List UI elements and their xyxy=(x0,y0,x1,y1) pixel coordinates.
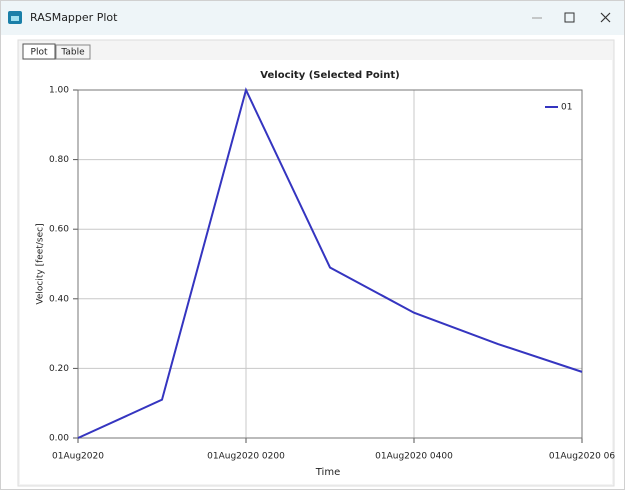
chart-title: Velocity (Selected Point) xyxy=(260,70,399,81)
window-title: RASMapper Plot xyxy=(30,11,118,24)
x-tick-label: 01Aug2020 06 xyxy=(549,452,616,462)
tab-label[interactable]: Plot xyxy=(31,48,48,58)
y-axis-label: Velocity [feet/sec] xyxy=(36,223,46,304)
y-tick-label: 0.40 xyxy=(49,294,69,304)
x-axis-label: Time xyxy=(315,467,340,478)
app-icon-detail xyxy=(11,16,19,21)
y-tick-label: 0.00 xyxy=(49,434,69,444)
tab-table[interactable] xyxy=(55,44,91,60)
legend-label: 01 xyxy=(561,103,572,113)
tab-plot[interactable] xyxy=(22,43,56,60)
plot-area xyxy=(77,89,583,439)
title-bar xyxy=(1,1,624,35)
y-tick-label: 0.80 xyxy=(49,155,69,165)
maximize-button[interactable] xyxy=(564,12,575,23)
x-tick-label: 01Aug2020 0200 xyxy=(207,452,285,462)
plot-panel xyxy=(20,60,612,484)
x-tick-label: 01Aug2020 xyxy=(52,452,104,462)
y-tick-label: 1.00 xyxy=(49,86,69,96)
data-line xyxy=(77,87,583,439)
y-tick-label: 0.60 xyxy=(49,225,69,235)
x-tick-label: 01Aug2020 0400 xyxy=(375,452,453,462)
y-tick-label: 0.20 xyxy=(49,364,69,374)
close-button[interactable] xyxy=(600,12,611,23)
tab-label[interactable]: Table xyxy=(60,48,85,58)
